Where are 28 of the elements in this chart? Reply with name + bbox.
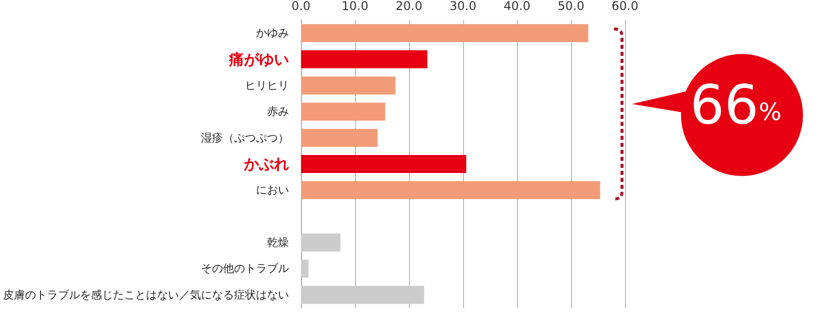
y-tick-label: 湿疹（ぷつぷつ）	[201, 131, 289, 144]
bar	[301, 181, 600, 200]
bar	[301, 234, 340, 252]
bar	[301, 76, 396, 94]
y-tick-label: 乾燥	[267, 236, 289, 250]
x-tick-label: 60.0	[612, 0, 638, 13]
bar	[301, 128, 378, 147]
y-tick-label: ヒリヒリ	[245, 78, 289, 92]
y-tick-label: 皮膚のトラブルを感じたことはない／気になる症状はない	[3, 288, 289, 302]
y-tick-label: かぶれ	[243, 155, 289, 173]
x-tick-label: 50.0	[558, 0, 584, 13]
text: 66%	[690, 74, 782, 136]
bar	[301, 50, 428, 68]
x-tick-label: 10.0	[342, 0, 368, 13]
bar	[301, 102, 386, 121]
x-tick-label: 40.0	[504, 0, 530, 13]
y-tick-label: その他のトラブル	[201, 262, 289, 276]
bar	[301, 260, 309, 278]
bar	[301, 155, 466, 173]
y-tick-label: 赤み	[267, 105, 289, 118]
x-tick-label: 0.0	[291, 0, 311, 13]
y-tick-label: かゆみ	[256, 26, 289, 40]
x-tick-label: 30.0	[450, 0, 476, 13]
x-tick-label: 20.0	[396, 0, 422, 13]
bar	[301, 24, 588, 42]
y-tick-label: におい	[256, 184, 289, 197]
y-tick-label: 痛がゆい	[228, 50, 289, 68]
bar	[301, 286, 424, 304]
